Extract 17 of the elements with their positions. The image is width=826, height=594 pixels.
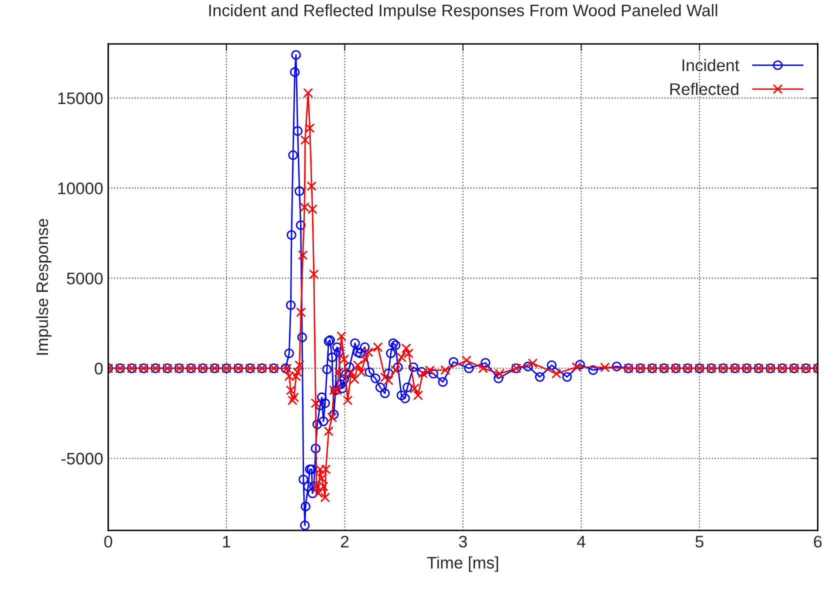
x-tick-label: 2 — [340, 536, 349, 548]
chart-title: Incident and Reflected Impulse Responses From Wood Paneled Wall — [209, 4, 718, 20]
x-tick-label: 4 — [576, 536, 586, 548]
x-tick-label: 0 — [104, 536, 112, 548]
x-axis-title: Time [ms] — [427, 556, 498, 572]
x-tick-label: 5 — [696, 536, 704, 548]
y-tick-label: 0 — [94, 362, 103, 374]
y-tick-label: 10000 — [58, 182, 103, 194]
y-axis-title: Impulse Response — [36, 218, 52, 355]
y-tick-label: 5000 — [66, 272, 103, 284]
x-tick-label: 1 — [223, 536, 230, 548]
y-tick-label: -5000 — [61, 452, 103, 465]
legend-label: Incident — [682, 58, 740, 72]
x-tick-label: 3 — [458, 536, 467, 548]
y-tick-label: 15000 — [58, 92, 103, 104]
legend-label: Reflected — [670, 82, 738, 96]
x-tick-label: 6 — [814, 536, 822, 548]
